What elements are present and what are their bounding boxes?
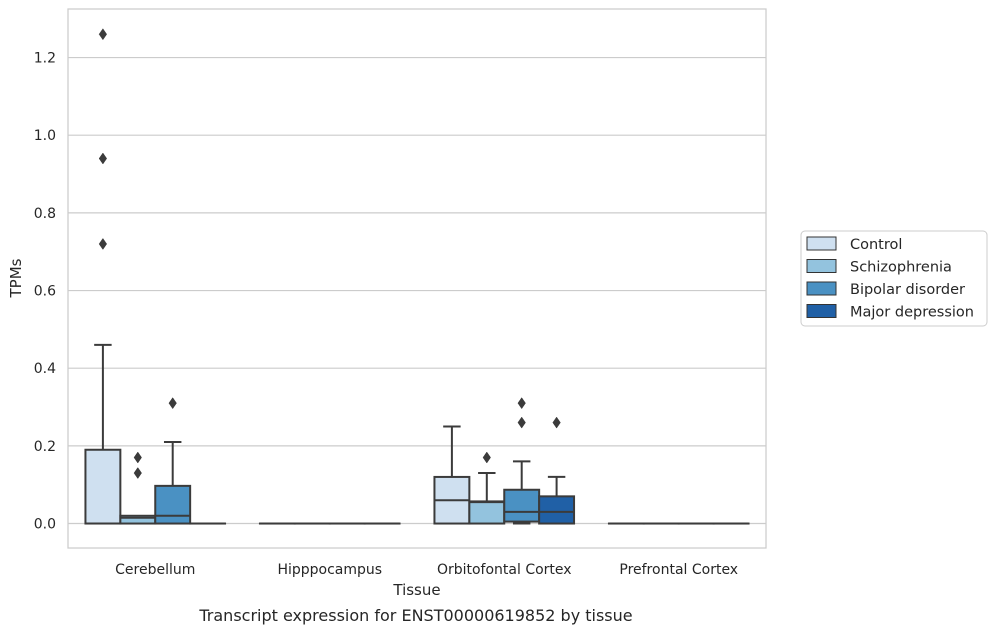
box-body — [154, 484, 192, 525]
box-bipolar-disorder — [503, 397, 541, 525]
box-bipolar-disorder — [154, 397, 192, 525]
y-tick-label: 0.0 — [34, 517, 56, 533]
outlier-point — [552, 416, 561, 429]
legend-swatch — [806, 281, 837, 296]
y-tick-label: 0.2 — [34, 439, 56, 455]
x-axis-label: Tissue — [392, 581, 440, 599]
legend-frame — [800, 230, 988, 327]
box-schizophrenia — [468, 451, 506, 525]
outlier-point — [98, 152, 108, 165]
legend-swatch — [806, 236, 837, 251]
outlier-point — [98, 28, 108, 41]
box-series — [84, 28, 750, 525]
x-tick-label: Hipppocampus — [277, 562, 382, 578]
legend-label: Schizophrenia — [850, 260, 952, 276]
outlier-point — [517, 397, 526, 410]
outlier-point — [98, 237, 108, 250]
gridlines — [68, 56, 766, 525]
y-tick-label: 0.4 — [34, 361, 56, 377]
box-body — [84, 448, 122, 525]
x-tick-label: Prefrontal Cortex — [619, 562, 738, 578]
box-control — [433, 425, 471, 525]
box-body — [503, 488, 541, 523]
plot-frame — [67, 8, 767, 549]
box-control — [84, 28, 122, 525]
legend-label: Bipolar disorder — [850, 282, 965, 298]
legend: Control Schizophrenia Bipolar disorder Majo… — [800, 230, 988, 327]
legend-label: Control — [850, 237, 902, 253]
outlier-point — [168, 397, 177, 410]
legend-swatch — [806, 304, 837, 318]
outlier-point — [517, 416, 526, 429]
outlier-point — [133, 451, 142, 464]
legend-label: Major depression — [850, 305, 974, 321]
legend-swatch — [806, 259, 837, 273]
outlier-point — [482, 451, 491, 464]
outlier-point — [133, 467, 142, 479]
box-body — [468, 500, 506, 525]
box-body — [538, 495, 576, 525]
y-tick-label: 1.0 — [34, 128, 56, 144]
chart-caption: Transcript expression for ENST0000061985… — [199, 606, 633, 625]
y-tick-label: 0.6 — [34, 284, 56, 300]
x-axis-ticks: Cerebellum Hipppocampus Orbitofontal Corte… — [115, 562, 738, 578]
x-tick-label: Orbitofontal Cortex — [437, 562, 572, 578]
y-tick-label: 1.2 — [34, 51, 56, 67]
box-schizophrenia — [119, 451, 157, 525]
y-axis-ticks: 0.0 0.2 0.4 0.6 0.8 1.0 1.2 — [34, 51, 56, 533]
x-tick-label: Cerebellum — [115, 562, 195, 578]
y-tick-label: 0.8 — [34, 206, 56, 222]
y-axis-label: TPMs — [7, 258, 25, 298]
box-major-depression — [538, 416, 576, 525]
